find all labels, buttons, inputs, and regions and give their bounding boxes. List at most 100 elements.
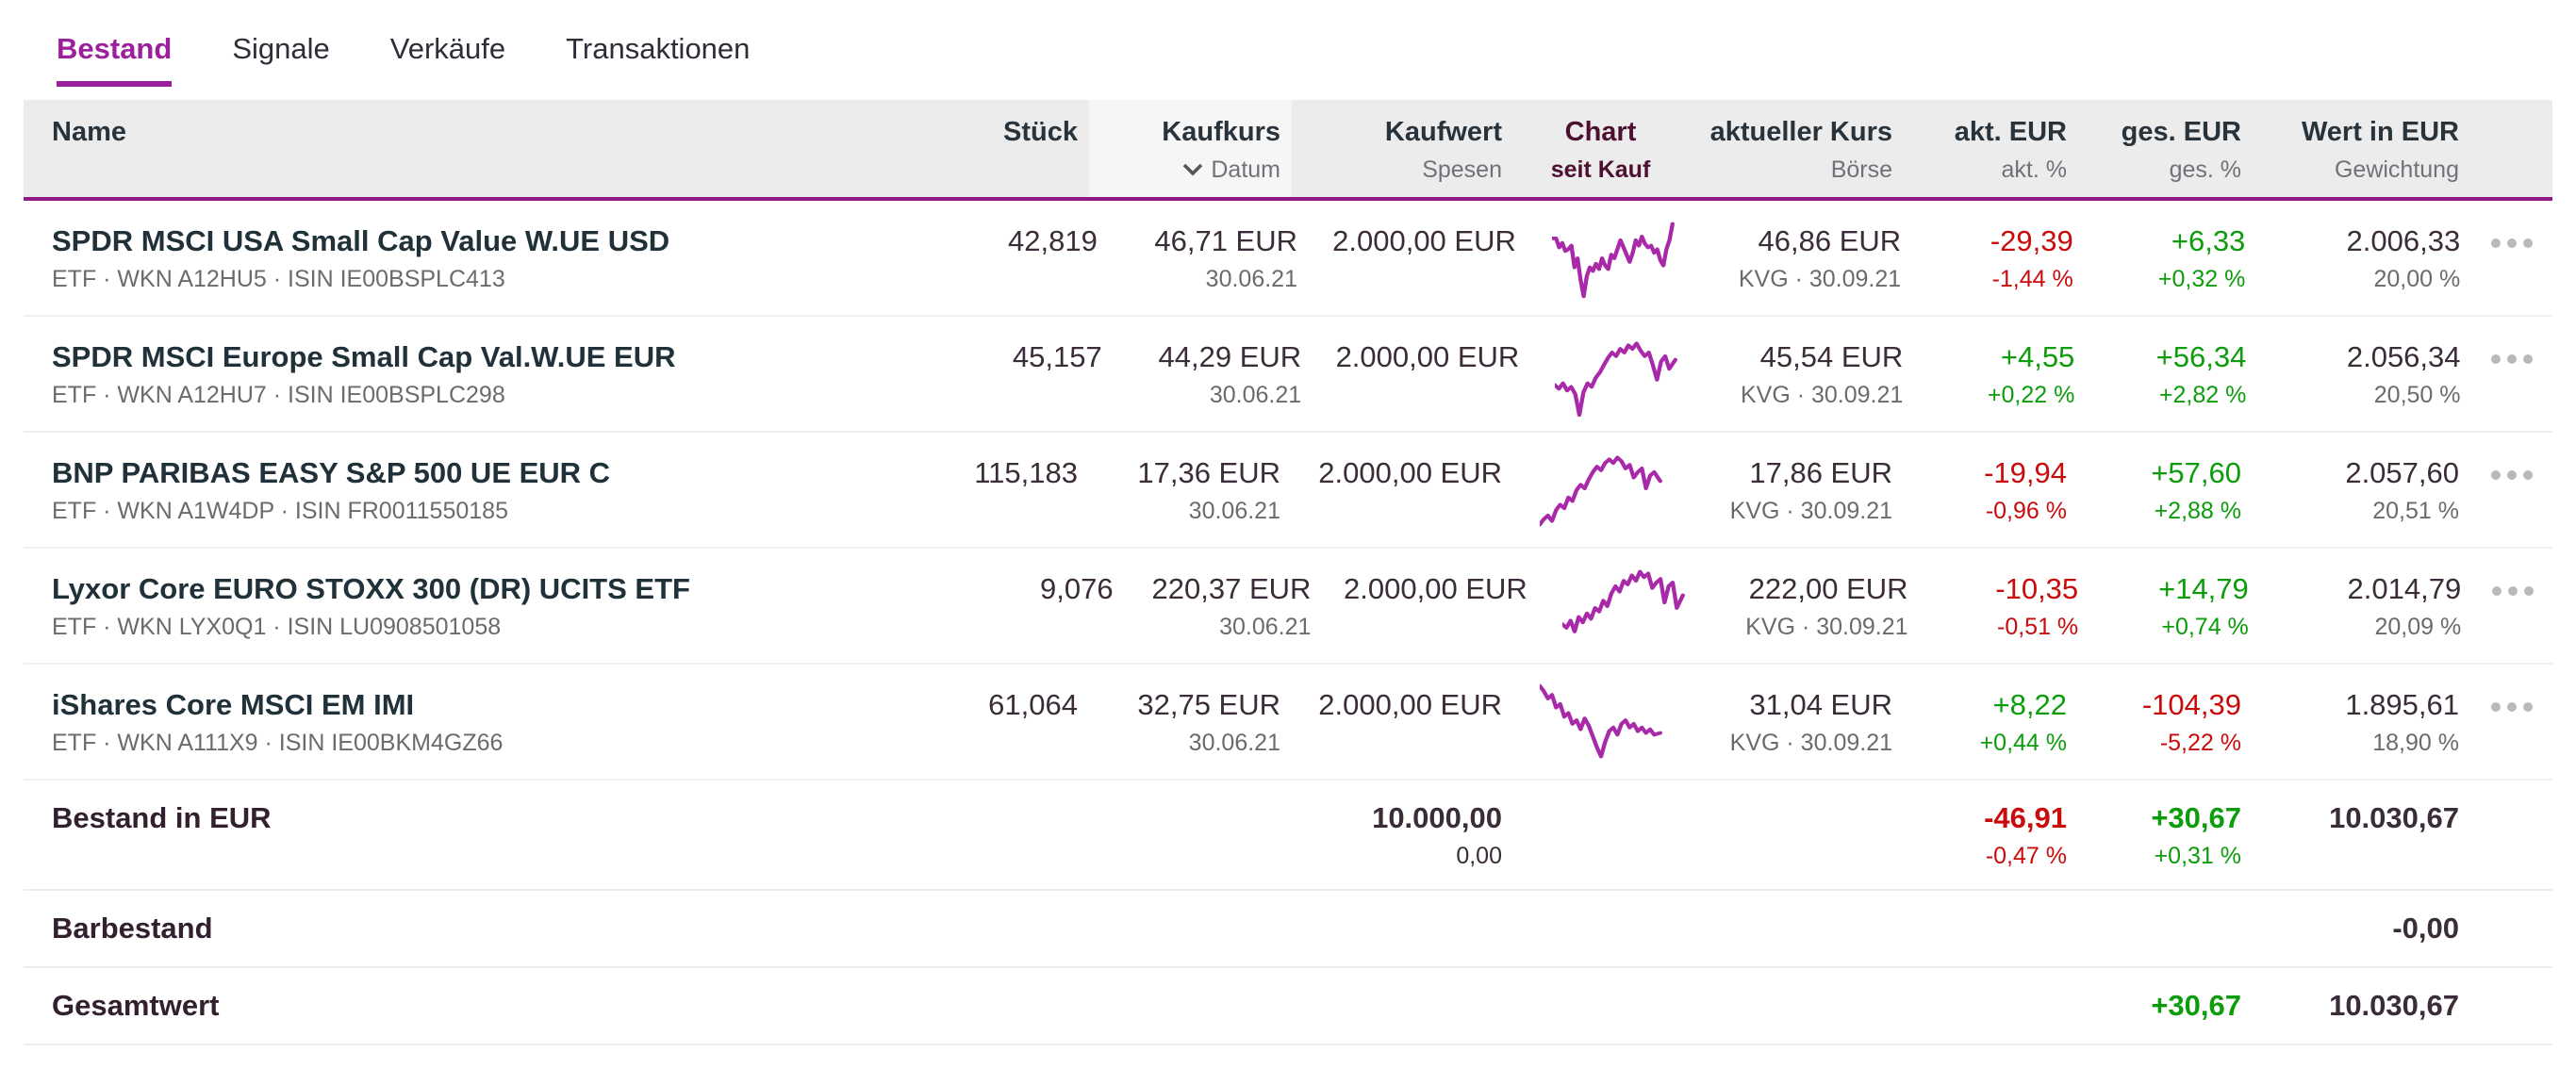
current-price: 31,04 EUR (1749, 687, 1892, 721)
abs-change-total: -104,39 (2141, 687, 2241, 721)
buy-price: 17,36 EUR (1137, 455, 1280, 489)
instrument-name[interactable]: SPDR MSCI Europe Small Cap Val.W.UE EUR (52, 339, 676, 373)
column-header-akt-eur[interactable]: akt. EUR akt. % (1904, 100, 2078, 197)
instrument-name[interactable]: iShares Core MSCI EM IMI (52, 687, 415, 721)
sparkline-cell[interactable] (1513, 433, 1688, 547)
summary-row-bestand: Bestand in EUR 10.000,00 0,00 -46,91 -0,47… (24, 781, 2552, 891)
abs-change-total: +6,33 (2171, 223, 2246, 257)
header-sublabel: akt. % (2001, 156, 2067, 183)
instrument-name[interactable]: Lyxor Core EURO STOXX 300 (DR) UCITS ETF (52, 571, 690, 605)
abs-change-total: +14,79 (2158, 571, 2249, 605)
instrument-name[interactable]: BNP PARIBAS EASY S&P 500 UE EUR C (52, 455, 611, 489)
more-dots-icon (2490, 469, 2501, 480)
header-label: Stück (1003, 116, 1078, 147)
summary-row-barbestand: Barbestand -0,00 (24, 891, 2552, 968)
pct-change-current: -0,51 % (1997, 613, 2079, 640)
buy-price: 32,75 EUR (1137, 687, 1280, 721)
abs-change-total: +57,60 (2151, 455, 2241, 489)
tab-verkaeufe[interactable]: Verkäufe (389, 32, 506, 65)
abs-change-total: +56,34 (2155, 339, 2247, 373)
header-sublabel: Gewichtung (2334, 156, 2459, 183)
column-header-kaufkurs[interactable]: Kaufkurs Datum (1089, 100, 1292, 197)
tab-transaktionen[interactable]: Transaktionen (566, 32, 751, 65)
buy-date: 30.06.21 (1209, 381, 1302, 408)
weight-pct: 20,09 % (2374, 613, 2462, 640)
column-header-stueck[interactable]: Stück (655, 100, 1089, 197)
total-pct-change-current: -0,47 % (1985, 842, 2067, 869)
weight-pct: 18,90 % (2372, 729, 2459, 756)
abs-change-current: -19,94 (1984, 455, 2067, 489)
total-buy-value: 10.000,00 (1372, 800, 1502, 834)
instrument-details: ETF · WKN LYX0Q1 · ISIN LU0908501058 (52, 613, 502, 640)
abs-change-current: +4,55 (2000, 339, 2075, 373)
buy-date: 30.06.21 (1205, 265, 1297, 292)
grand-total-value: 10.030,67 (2329, 989, 2459, 1022)
column-header-chart[interactable]: Chart seit Kauf (1513, 100, 1688, 197)
abs-change-current: +8,22 (1992, 687, 2067, 721)
row-menu-button[interactable] (2487, 231, 2536, 255)
summary-label: Bestand in EUR (52, 800, 272, 834)
buy-value: 2.000,00 EUR (1332, 223, 1516, 257)
abs-change-current: -29,39 (1990, 223, 2073, 257)
summary-label: Barbestand (52, 912, 213, 945)
total-value-eur: 10.030,67 (2329, 800, 2459, 834)
tab-bestand[interactable]: Bestand (57, 32, 173, 87)
price-sparkline-chart (1539, 455, 1662, 526)
pct-change-current: +0,44 % (1979, 729, 2067, 756)
header-label: Wert in EUR (2301, 116, 2459, 147)
header-sublabel: seit Kauf (1550, 156, 1651, 183)
column-header-name[interactable]: Name (24, 100, 655, 197)
row-menu-button[interactable] (2488, 579, 2537, 603)
chevron-down-icon (1183, 163, 1203, 175)
pct-change-total: +0,74 % (2161, 613, 2249, 640)
row-menu-button[interactable] (2487, 463, 2536, 487)
header-sublabel: Datum (1211, 156, 1280, 183)
sparkline-cell[interactable] (1527, 201, 1699, 315)
value-eur: 2.056,34 (2346, 339, 2461, 373)
value-eur: 2.006,33 (2346, 223, 2461, 257)
sparkline-cell[interactable] (1530, 317, 1702, 431)
column-header-aktueller-kurs[interactable]: aktueller Kurs Börse (1688, 100, 1904, 197)
sparkline-cell[interactable] (1539, 549, 1709, 663)
price-sparkline-chart (1552, 222, 1676, 298)
row-menu-button[interactable] (2487, 347, 2536, 371)
current-price: 45,54 EUR (1759, 339, 1904, 373)
instrument-name[interactable]: SPDR MSCI USA Small Cap Value W.UE USD (52, 223, 670, 257)
instrument-details: ETF · WKN A1W4DP · ISIN FR0011550185 (52, 497, 508, 524)
total-spesen: 0,00 (1456, 842, 1502, 869)
price-sparkline-chart (1561, 569, 1685, 633)
total-abs-change-total: +30,67 (2151, 800, 2241, 834)
row-menu-button[interactable] (2487, 695, 2536, 719)
price-source: KVG · 30.09.21 (1745, 613, 1908, 640)
price-source: KVG · 30.09.21 (1740, 381, 1904, 408)
table-row: BNP PARIBAS EASY S&P 500 UE EUR C ETF · … (24, 433, 2552, 549)
header-sublabel: ges. % (2169, 156, 2241, 183)
buy-price: 44,29 EUR (1158, 339, 1302, 373)
buy-date: 30.06.21 (1219, 613, 1312, 640)
header-sublabel: Spesen (1422, 156, 1502, 183)
tab-signale[interactable]: Signale (232, 32, 330, 65)
instrument-details: ETF · WKN A12HU5 · ISIN IE00BSPLC413 (52, 265, 505, 292)
table-row: SPDR MSCI USA Small Cap Value W.UE USD E… (24, 201, 2552, 317)
sparkline-cell[interactable] (1513, 665, 1688, 779)
buy-date: 30.06.21 (1188, 729, 1280, 756)
current-price: 46,86 EUR (1758, 223, 1902, 257)
more-dots-icon (2491, 585, 2502, 596)
price-source: KVG · 30.09.21 (1729, 497, 1892, 524)
pct-change-total: +2,88 % (2154, 497, 2241, 524)
column-header-wert[interactable]: Wert in EUR Gewichtung (2253, 100, 2470, 197)
weight-pct: 20,50 % (2373, 381, 2461, 408)
price-sparkline-chart (1539, 683, 1662, 758)
instrument-details: ETF · WKN A111X9 · ISIN IE00BKM4GZ66 (52, 729, 504, 756)
shares-value: 9,076 (1040, 571, 1114, 605)
pct-change-total: +0,32 % (2157, 265, 2246, 292)
column-header-ges-eur[interactable]: ges. EUR ges. % (2078, 100, 2253, 197)
pct-change-current: -1,44 % (1991, 265, 2073, 292)
column-header-kaufwert[interactable]: Kaufwert Spesen (1292, 100, 1513, 197)
price-source: KVG · 30.09.21 (1738, 265, 1902, 292)
pct-change-current: +0,22 % (1987, 381, 2075, 408)
pct-change-current: -0,96 % (1985, 497, 2067, 524)
summary-row-gesamtwert: Gesamtwert +30,67 10.030,67 (24, 968, 2552, 1045)
instrument-details: ETF · WKN A12HU7 · ISIN IE00BSPLC298 (52, 381, 505, 408)
current-price: 222,00 EUR (1748, 571, 1908, 605)
